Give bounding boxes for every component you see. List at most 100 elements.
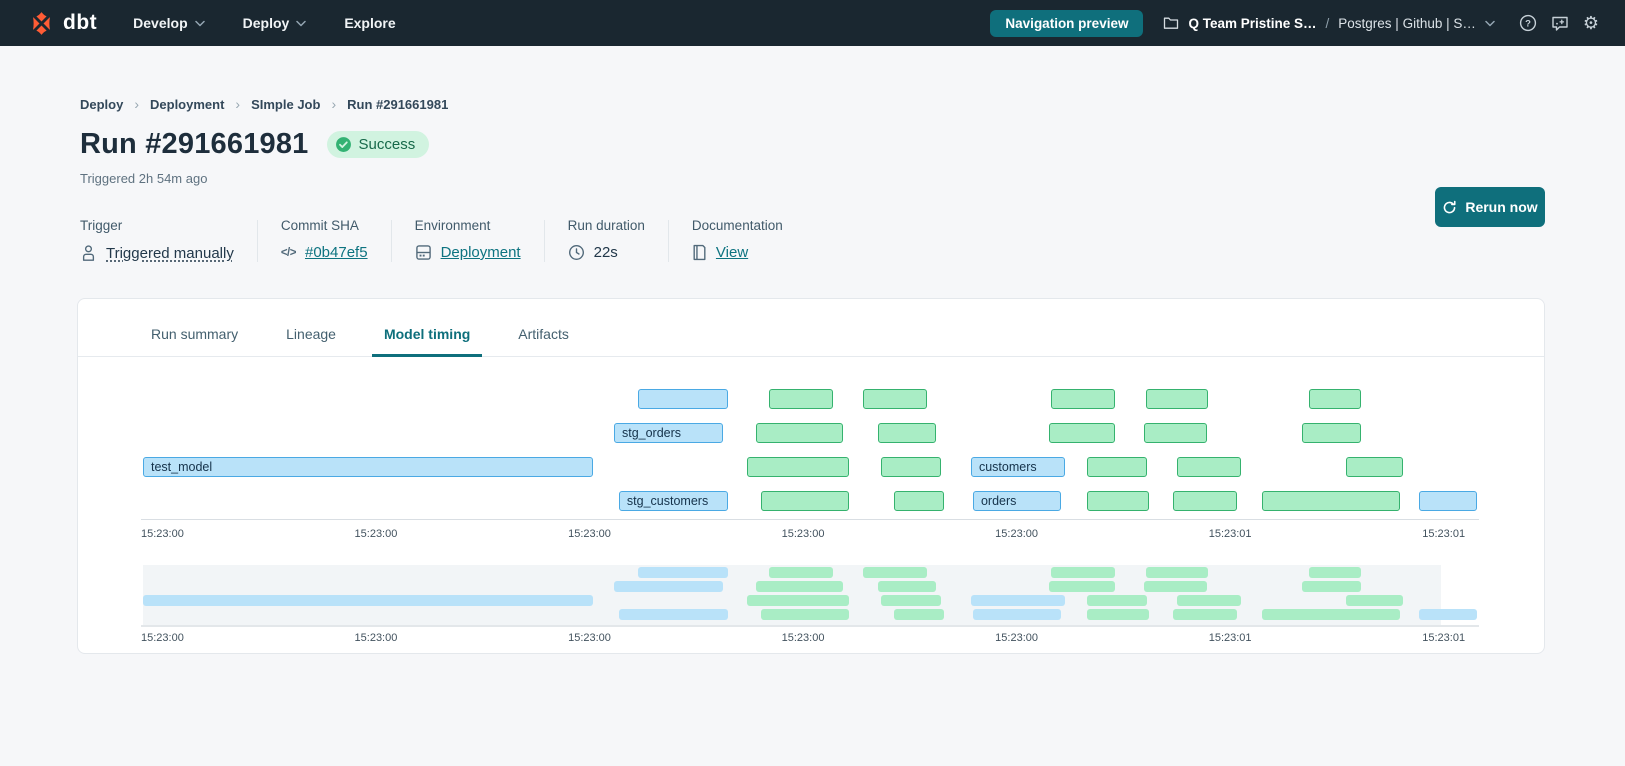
tab-artifacts[interactable]: Artifacts [518,326,569,342]
gantt-bar-stg-customers[interactable]: stg_customers [618,491,728,511]
gantt-lane-2: stg_orders [141,423,1479,443]
nav-item-label: Explore [344,15,396,31]
axis-tick-label: 15:23:01 [1208,528,1252,540]
gantt-bar-customers[interactable]: customers [970,457,1065,477]
meta-text-trigger[interactable]: Triggered manually [106,244,234,262]
chevron-down-icon [296,20,307,27]
time-axis-line [141,519,1479,520]
gantt-bar[interactable] [1048,423,1116,443]
minimap-bar [1086,595,1148,606]
gantt-lane-4: stg_customers orders [141,491,1479,511]
gantt-bar[interactable] [1261,491,1401,511]
run-detail-card: Run summary Lineage Model timing Artifacts … [77,298,1545,654]
run-meta-row: Trigger Triggered manually Commit SHA </> #0… [80,218,1545,262]
nav-item-develop[interactable]: Develop [133,15,205,31]
nav-item-explore[interactable]: Explore [344,15,395,31]
status-label: Success [358,136,416,153]
gantt-bar-test-model[interactable]: test_model [143,457,593,477]
tab-lineage[interactable]: Lineage [286,326,336,342]
document-icon [692,244,707,261]
gantt-bar[interactable] [638,389,728,409]
project-separator: / [1325,15,1330,31]
gantt-bar[interactable] [894,491,944,511]
gantt-bar[interactable] [862,389,927,409]
axis-tick-label: 15:23:01 [1208,632,1252,644]
gantt-bar[interactable] [1346,457,1403,477]
gantt-bar-orders[interactable]: orders [972,491,1061,511]
database-icon [415,244,432,261]
gantt-bar[interactable] [761,491,849,511]
axis-tick-label: 15:23:00 [568,632,611,644]
chevron-down-icon [1485,20,1495,27]
model-timing-chart: stg_orders test_model customers stg_custome… [78,357,1544,649]
gantt-bar-stg-orders[interactable]: stg_orders [613,423,724,443]
minimap-bar [755,581,844,592]
gantt-bar[interactable] [881,457,941,477]
breadcrumb-item-simple-job[interactable]: SImple Job [251,96,321,112]
minimap-bar [1145,567,1209,578]
gantt-bar[interactable] [1086,491,1150,511]
minimap-bar [1419,609,1477,620]
gear-icon[interactable]: ⚙ [1582,13,1599,33]
minimap-bar [972,609,1061,620]
axis-tick-label: 15:23:00 [141,632,184,644]
meta-value-documentation: View [692,244,783,261]
minimap-bar [1172,609,1237,620]
minimap-lane-2 [141,581,1479,592]
axis-tick-label: 15:23:00 [995,528,1038,540]
gantt-bar[interactable] [1143,423,1207,443]
meta-divider [543,220,545,262]
meta-environment: Environment Deployment [415,218,521,262]
gantt-bar[interactable] [1086,457,1148,477]
meta-text-environment[interactable]: Deployment [440,244,521,261]
nav-item-deploy[interactable]: Deploy [243,15,307,31]
breadcrumb-item-deploy[interactable]: Deploy [80,96,124,112]
gantt-bar[interactable] [1177,457,1241,477]
meta-label-run-duration: Run duration [567,218,645,233]
tab-model-timing[interactable]: Model timing [371,326,483,357]
minimap-bar [862,567,927,578]
breadcrumb: Deploy › Deployment › SImple Job › Run #291661… [80,96,1545,112]
axis-tick-label: 15:23:00 [995,632,1038,644]
gantt-lane-3: test_model customers [141,457,1479,477]
minimap-bar [761,609,849,620]
status-badge: Success [326,131,430,158]
rerun-now-button[interactable]: Rerun now [1435,187,1545,227]
meta-divider [256,220,258,262]
top-nav: dbt Develop Deploy Explore Navigation prev… [0,0,1625,46]
environment-selector[interactable]: Postgres | Github | S… [1338,15,1476,31]
breadcrumb-item-run-291661981: Run #291661981 [347,96,449,112]
meta-value-run-duration: 22s [568,244,645,261]
feedback-icon[interactable] [1551,15,1569,32]
gantt-bar[interactable] [1301,423,1361,443]
breadcrumb-item-deployment[interactable]: Deployment [150,96,225,112]
meta-text-commit-sha[interactable]: #0b47ef5 [304,244,368,261]
help-icon[interactable]: ? [1519,14,1537,32]
gantt-bar[interactable] [755,423,844,443]
gantt-bar[interactable] [1145,389,1209,409]
project-selector[interactable]: Q Team Pristine S… [1188,15,1317,31]
meta-value-commit-sha: </> #0b47ef5 [281,244,368,261]
gantt-bar[interactable] [769,389,833,409]
gantt-bar[interactable] [1172,491,1237,511]
tab-run-summary[interactable]: Run summary [151,326,239,342]
gantt-bar[interactable] [1308,389,1361,409]
meta-text-documentation[interactable]: View [715,244,749,261]
gantt-bar[interactable] [877,423,937,443]
minimap-bar [894,609,944,620]
dbt-wordmark: dbt [63,11,98,34]
dbt-logo[interactable]: dbt [28,10,97,37]
minimap-bar [613,581,724,592]
page-title: Run #291661981 [80,128,309,160]
minimap-bar [746,595,849,606]
minimap-lane-1 [141,567,1479,578]
minimap-axis-labels: 15:23:00 15:23:00 15:23:00 15:23:00 15:23:00… [141,632,1479,644]
gantt-bar[interactable] [1050,389,1116,409]
code-icon: </> [280,246,297,259]
meta-label-trigger: Trigger [80,218,123,233]
navigation-preview-button[interactable]: Navigation preview [990,9,1144,37]
gantt-bar[interactable] [746,457,849,477]
gantt-bar[interactable] [1419,491,1477,511]
dbt-logo-icon [28,10,55,37]
minimap-bar [877,581,937,592]
